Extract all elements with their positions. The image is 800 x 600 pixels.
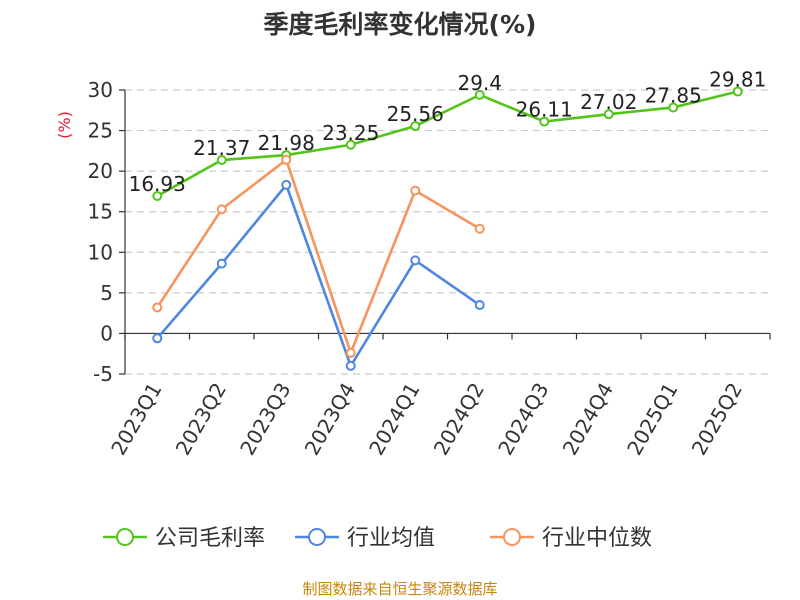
- data-label: 29.81: [709, 68, 766, 92]
- data-label: 27.85: [645, 83, 702, 107]
- y-tick-label: 0: [100, 321, 113, 345]
- data-point: [603, 109, 614, 120]
- x-tick-label: 2023Q3: [235, 379, 295, 460]
- series-3: [152, 154, 485, 358]
- data-point: [410, 185, 421, 196]
- data-label: 23.25: [322, 121, 379, 145]
- data-label: 21.37: [193, 136, 250, 160]
- series-2: [152, 179, 485, 371]
- data-point: [345, 347, 356, 358]
- x-tick-label: 2024Q3: [493, 379, 553, 460]
- data-point: [474, 89, 485, 100]
- series-line: [156, 158, 481, 355]
- data-point: [216, 258, 227, 269]
- data-label: 16.93: [129, 172, 186, 196]
- data-point: [345, 139, 356, 150]
- data-point: [410, 121, 421, 132]
- data-point: [345, 360, 356, 371]
- legend-item-3: 行业中位数: [490, 526, 652, 551]
- series-line: [156, 90, 739, 198]
- series-1: 16.93 21.37 21.98 23.25 25.56 29.4 26.11 27.02 2…: [129, 68, 766, 202]
- grid-lines: [125, 89, 770, 375]
- x-tick-label: 2025Q2: [687, 379, 747, 460]
- data-point: [732, 86, 743, 97]
- data-point: [281, 154, 292, 165]
- y-axis-label: (%): [55, 111, 74, 139]
- legend-marker: [116, 528, 134, 546]
- legend-item-1: 公司毛利率: [103, 526, 265, 551]
- data-label: 26.11: [516, 98, 573, 122]
- legend: 公司毛利率 行业均值 行业中位数: [103, 526, 652, 551]
- data-point: [668, 102, 679, 113]
- data-point: [281, 179, 292, 190]
- data-point: [410, 255, 421, 266]
- x-tick-label: 2023Q2: [171, 379, 231, 460]
- chart-title: 季度毛利率变化情况(%): [264, 10, 537, 39]
- legend-label: 行业中位数: [542, 526, 652, 551]
- legend-item-2: 行业均值: [295, 526, 435, 551]
- series-group: 16.93 21.37 21.98 23.25 25.56 29.4 26.11 27.02 2…: [129, 68, 766, 371]
- y-tick-label: 25: [88, 119, 113, 143]
- data-point: [216, 204, 227, 215]
- x-tick-label: 2024Q1: [364, 379, 424, 460]
- y-tick-label: 30: [88, 78, 113, 102]
- data-point: [152, 333, 163, 344]
- data-point: [152, 191, 163, 202]
- data-point: [474, 223, 485, 234]
- x-tick-label: 2024Q2: [429, 379, 489, 460]
- data-label: 27.02: [580, 90, 637, 114]
- y-tick-label: 20: [88, 159, 113, 183]
- x-tick-label: 2023Q1: [106, 379, 166, 460]
- data-point: [539, 116, 550, 127]
- data-source-note: 制图数据来自恒生聚源数据库: [302, 580, 497, 598]
- x-tick-label: 2024Q4: [558, 379, 618, 460]
- y-tick-label: 10: [88, 240, 113, 264]
- data-point: [152, 302, 163, 313]
- y-tick-label: 5: [100, 281, 113, 305]
- legend-label: 公司毛利率: [155, 526, 265, 551]
- legend-marker: [308, 528, 326, 546]
- data-point: [216, 155, 227, 166]
- legend-marker: [503, 528, 521, 546]
- legend-label: 行业均值: [347, 526, 435, 551]
- series-line: [156, 183, 481, 368]
- data-label: 29.4: [457, 71, 502, 95]
- x-tick-label: 2025Q1: [622, 379, 682, 460]
- data-label: 25.56: [387, 102, 444, 126]
- y-tick-label: -5: [93, 362, 113, 386]
- data-label: 21.98: [258, 131, 315, 155]
- data-point: [474, 300, 485, 311]
- y-tick-label: 15: [88, 200, 113, 224]
- x-tick-label: 2023Q4: [300, 379, 360, 460]
